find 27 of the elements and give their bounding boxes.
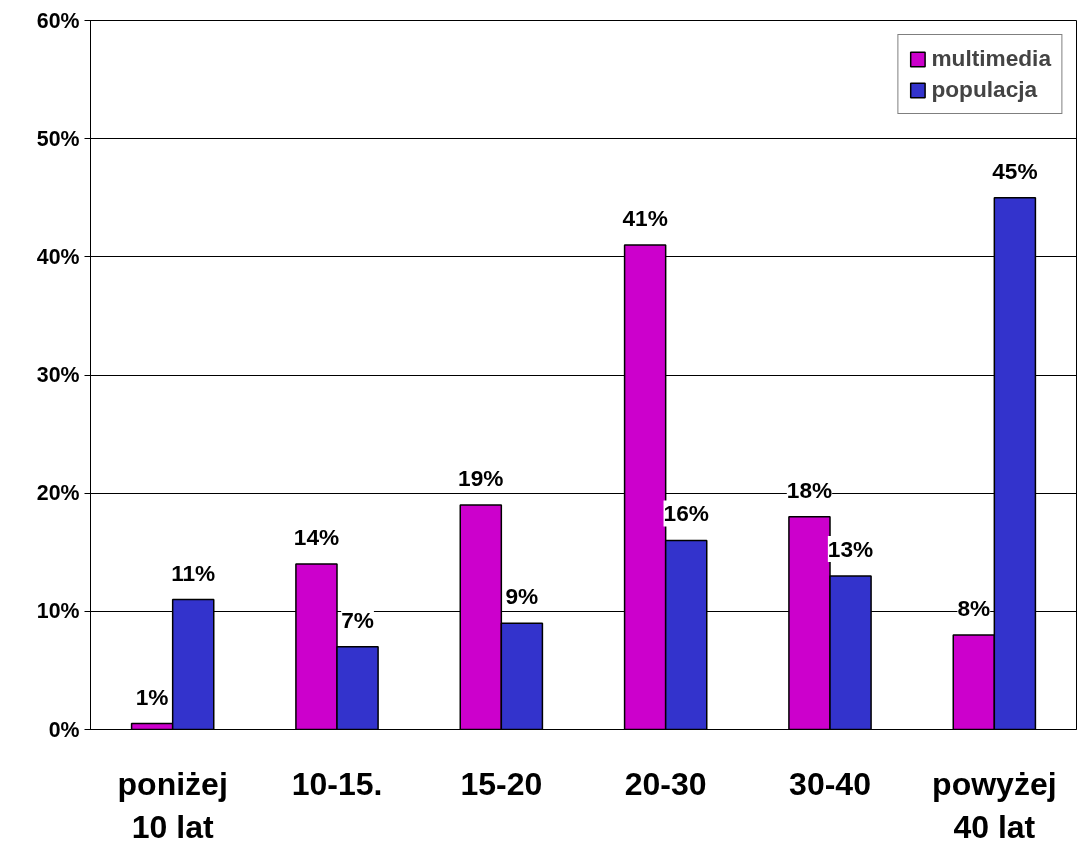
y-tick-label: 20% [36, 481, 80, 506]
data-label: 14% [293, 524, 340, 551]
data-label: 16% [663, 500, 709, 527]
y-tick-label: 0% [48, 717, 80, 742]
legend-label: multimedia [931, 45, 1051, 72]
data-label: 9% [505, 583, 539, 610]
y-tick-label: 10% [36, 599, 80, 624]
y-tick-label: 30% [36, 363, 80, 387]
data-label: 18% [786, 476, 833, 503]
data-label: 11% [171, 559, 216, 586]
x-tick-label: 30-40 [789, 765, 871, 802]
x-tick-label: 10-15. [291, 765, 383, 802]
y-tick-label: 40% [36, 244, 80, 269]
legend-label: populacja [931, 76, 1038, 103]
data-label: 19% [458, 464, 504, 491]
data-label: 7% [341, 606, 374, 633]
data-label: 45% [992, 157, 1038, 184]
data-label: 13% [827, 535, 874, 562]
data-label: 8% [957, 594, 991, 621]
x-tick-label: powyżej 40 lat [932, 765, 1057, 845]
x-tick-label: 20-30 [624, 765, 707, 802]
y-tick-label: 60% [36, 8, 80, 33]
x-tick-label: poniżej 10 lat [117, 765, 228, 845]
y-tick-label: 50% [36, 126, 80, 151]
data-label: 1% [135, 683, 169, 710]
data-label: 41% [622, 205, 668, 232]
x-tick-label: 15-20 [460, 765, 543, 802]
